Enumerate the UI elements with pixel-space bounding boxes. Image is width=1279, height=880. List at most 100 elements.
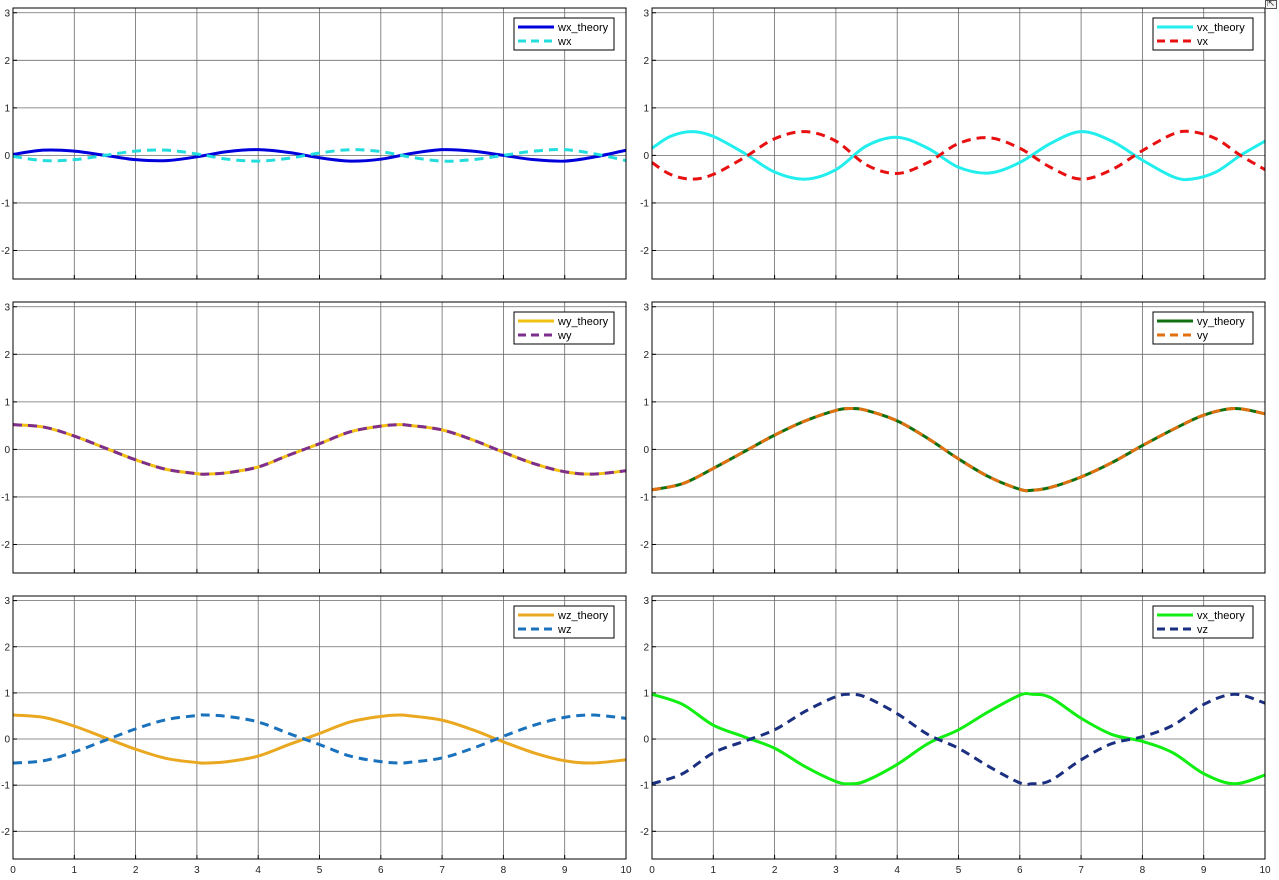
y-tick-label: 0 (643, 445, 649, 456)
y-tick-label: 2 (4, 642, 10, 653)
x-tick-label: 2 (772, 865, 778, 876)
x-tick-label: 10 (1259, 865, 1271, 876)
y-tick-label: 0 (4, 445, 10, 456)
x-tick-label: 3 (194, 865, 200, 876)
x-tick-label: 0 (649, 865, 655, 876)
legend-box (513, 17, 615, 51)
x-tick-label: 0 (10, 865, 16, 876)
y-tick-label: 3 (643, 596, 649, 607)
y-tick-label: 3 (4, 596, 10, 607)
y-tick-label: -1 (640, 781, 649, 792)
series-line-wz (13, 713, 626, 765)
legend-label: vx_theory (1197, 22, 1245, 34)
legend-label: vz (1197, 624, 1208, 636)
y-tick-label: 3 (4, 8, 10, 19)
axes-frame (651, 7, 1266, 280)
x-tick-label: 3 (833, 865, 839, 876)
y-tick-label: 3 (643, 8, 649, 19)
series-line-wx_theory (13, 148, 626, 163)
y-tick-label: -2 (640, 827, 649, 838)
x-tick-label: 1 (711, 865, 717, 876)
axes-frame (651, 595, 1266, 860)
legend-box (1152, 17, 1254, 51)
x-tick-label: 2 (133, 865, 139, 876)
y-tick-label: 0 (643, 151, 649, 162)
legend-label: vy_theory (1197, 316, 1245, 328)
dock-figure-button[interactable]: ⇱ (1265, 0, 1277, 9)
series-line-wz_theory (13, 713, 626, 765)
x-tick-label: 5 (317, 865, 323, 876)
legend-label: vy (1197, 330, 1209, 342)
x-tick-label: 9 (562, 865, 568, 876)
axes-frame (12, 301, 627, 574)
x-tick-label: 4 (255, 865, 261, 876)
x-tick-label: 7 (439, 865, 445, 876)
y-tick-label: -1 (1, 492, 10, 503)
y-tick-label: 1 (643, 688, 649, 699)
y-tick-label: -2 (640, 540, 649, 551)
legend-label: wy_theory (557, 316, 609, 328)
y-tick-label: -1 (1, 198, 10, 209)
legend-label: wz (557, 624, 571, 636)
legend-box (513, 605, 615, 639)
y-tick-label: -1 (1, 781, 10, 792)
y-tick-label: 1 (4, 397, 10, 408)
x-tick-label: 8 (1140, 865, 1146, 876)
series-line-vx_theory (652, 130, 1265, 182)
series-line-vx (652, 129, 1265, 181)
x-tick-label: 10 (620, 865, 632, 876)
legend-label: vx_theory (1197, 610, 1245, 622)
series-line-vz (652, 692, 1265, 787)
legend-label: wx (557, 36, 572, 48)
y-tick-label: 1 (4, 688, 10, 699)
y-tick-label: 2 (4, 56, 10, 67)
y-tick-label: -2 (1, 540, 10, 551)
series-line-vx_theory (652, 692, 1265, 786)
series-line-wx (13, 148, 626, 163)
y-tick-label: 1 (4, 103, 10, 114)
y-tick-label: 2 (643, 350, 649, 361)
y-tick-label: -2 (640, 246, 649, 257)
x-tick-label: 7 (1078, 865, 1084, 876)
series-line-vy (652, 406, 1265, 493)
dock-arrow-icon: ⇱ (1267, 0, 1275, 9)
y-tick-label: 1 (643, 397, 649, 408)
x-tick-label: 5 (956, 865, 962, 876)
y-tick-label: 2 (643, 56, 649, 67)
x-tick-label: 8 (501, 865, 507, 876)
legend-label: wy (557, 330, 572, 342)
axes-frame (12, 595, 627, 860)
y-tick-label: -1 (640, 198, 649, 209)
y-tick-label: -2 (1, 246, 10, 257)
x-tick-label: 1 (72, 865, 78, 876)
y-tick-label: -2 (1, 827, 10, 838)
x-tick-label: 6 (1017, 865, 1023, 876)
y-tick-label: 0 (643, 735, 649, 746)
legend-box (513, 311, 615, 345)
legend-label: wx_theory (557, 22, 609, 34)
legend-box (1152, 605, 1254, 639)
x-tick-label: 6 (378, 865, 384, 876)
x-tick-label: 4 (894, 865, 900, 876)
legend-box (1152, 311, 1254, 345)
y-tick-label: 0 (4, 735, 10, 746)
y-tick-label: -1 (640, 492, 649, 503)
y-tick-label: 2 (4, 350, 10, 361)
x-tick-label: 9 (1201, 865, 1207, 876)
axes-frame (651, 301, 1266, 574)
legend-label: vx (1197, 36, 1209, 48)
y-tick-label: 2 (643, 642, 649, 653)
y-tick-label: 1 (643, 103, 649, 114)
